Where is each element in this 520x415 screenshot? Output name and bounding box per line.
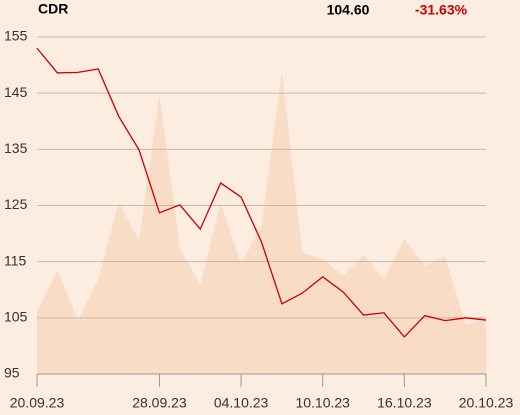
chart-title: CDR (38, 1, 68, 17)
y-tick-label: 105 (4, 309, 28, 325)
last-price: 104.60 (327, 2, 370, 18)
x-tick-label: 20.09.23 (10, 395, 65, 411)
x-tick-label: 10.10.23 (295, 395, 350, 411)
x-tick-label: 28.09.23 (132, 395, 187, 411)
y-tick-label: 135 (4, 140, 28, 156)
price-line (36, 47, 487, 338)
y-tick-label: 125 (4, 196, 28, 212)
volume-area (37, 71, 486, 374)
x-tick-label: 04.10.23 (214, 395, 269, 411)
y-tick-label: 145 (4, 84, 28, 100)
x-tick-label: 20.10.23 (459, 395, 514, 411)
y-tick-label: 155 (4, 28, 28, 44)
x-tick-label: 16.10.23 (377, 395, 432, 411)
y-tick-label: 95 (4, 365, 20, 381)
price-change: -31.63% (415, 2, 468, 18)
y-tick-label: 115 (4, 252, 27, 268)
